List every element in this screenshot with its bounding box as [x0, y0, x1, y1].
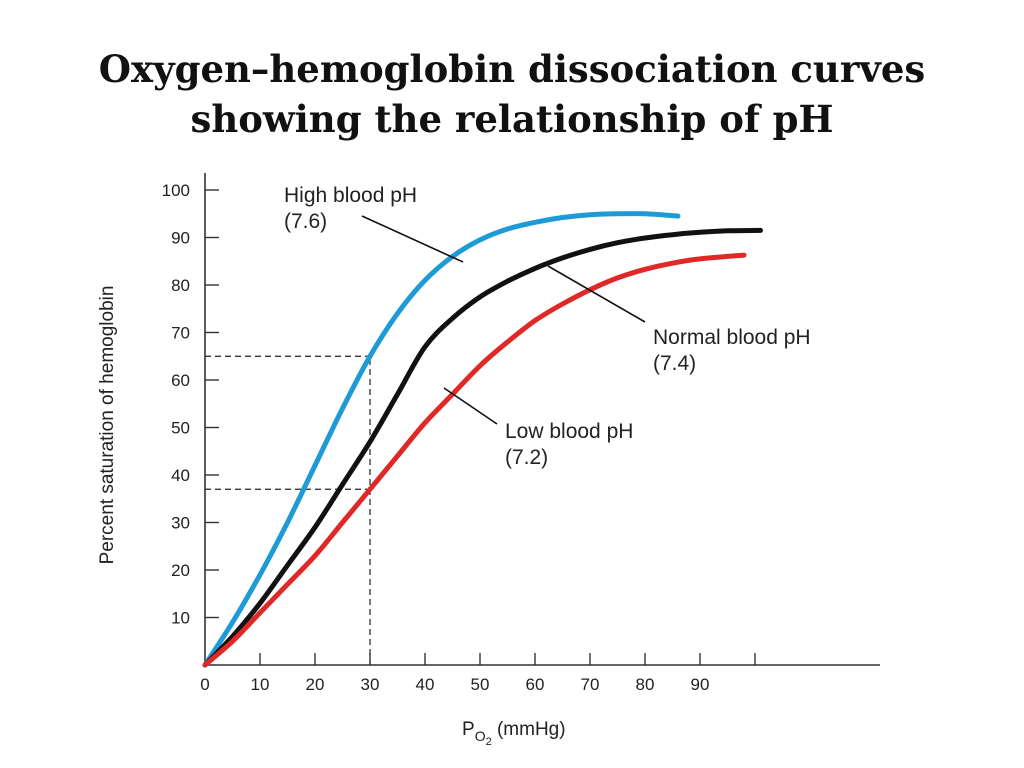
y-tick-label: 100	[162, 181, 190, 200]
label-normal-ph: Normal blood pH	[653, 326, 811, 349]
x-tick-label: 0	[200, 675, 209, 694]
leader-line-low-ph	[443, 387, 498, 425]
y-tick-label: 20	[171, 561, 190, 580]
x-axis-title: PO2 (mmHg)	[462, 719, 566, 748]
leader-line-high-ph	[361, 215, 464, 263]
title-line-2: showing the relationship of pH	[190, 97, 834, 141]
y-tick-label: 70	[171, 324, 190, 343]
title-line-1: Oxygen–hemoglobin dissociation curves	[98, 47, 926, 91]
y-tick-label: 10	[171, 609, 190, 628]
y-tick-label: 80	[171, 276, 190, 295]
y-tick-label: 40	[171, 466, 190, 485]
x-tick-label: 10	[251, 675, 270, 694]
y-tick-label: 30	[171, 514, 190, 533]
y-tick-label: 50	[171, 419, 190, 438]
curve-normal-ph	[202, 227, 763, 668]
y-tick-label: 60	[171, 371, 190, 390]
x-tick-label: 70	[581, 675, 600, 694]
label-value-normal-ph: (7.4)	[653, 352, 696, 375]
y-tick-label: 90	[171, 229, 190, 248]
x-tick-label: 60	[526, 675, 545, 694]
label-low-ph: Low blood pH	[505, 420, 633, 443]
x-tick-label: 90	[691, 675, 710, 694]
label-high-ph: High blood pH	[284, 184, 417, 207]
y-axis-title: Percent saturation of hemoglobin	[97, 286, 118, 565]
label-value-low-ph: (7.2)	[505, 446, 548, 469]
x-tick-label: 20	[306, 675, 325, 694]
page-title: Oxygen–hemoglobin dissociation curves sh…	[0, 44, 1024, 144]
x-tick-label: 30	[361, 675, 380, 694]
x-tick-label: 80	[636, 675, 655, 694]
x-tick-label: 40	[416, 675, 435, 694]
label-value-high-ph: (7.6)	[284, 210, 327, 233]
curve-high-ph	[202, 211, 681, 668]
leader-line-normal-ph	[547, 265, 646, 323]
curve-low-ph	[202, 252, 747, 668]
x-tick-label: 50	[471, 675, 490, 694]
